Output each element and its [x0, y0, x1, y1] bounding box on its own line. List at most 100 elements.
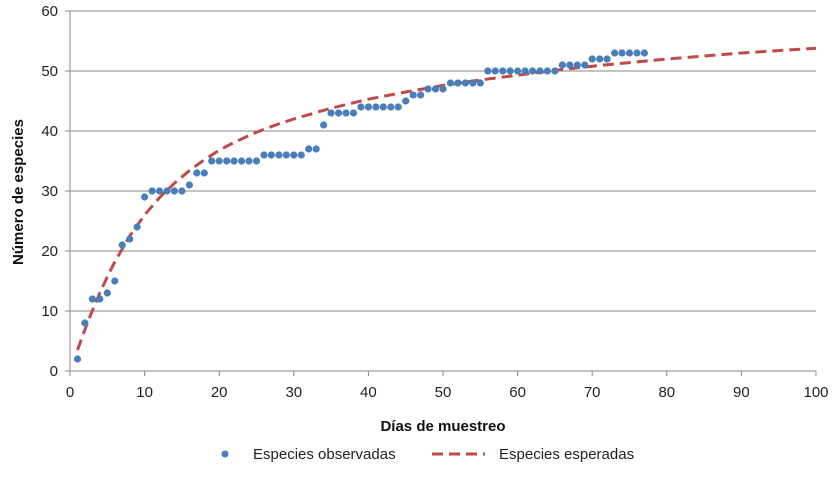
observed-points [73, 49, 649, 363]
y-tick-label: 50 [41, 63, 58, 80]
x-tick-label: 30 [285, 384, 302, 401]
observed-point [603, 55, 611, 63]
expected-species-line [76, 46, 817, 351]
x-tick-label: 20 [211, 384, 228, 401]
legend-label-observed: Especies observadas [253, 446, 396, 463]
y-tick-label: 10 [41, 303, 58, 320]
tick-labels: 0 10 20 30 40 50 60 0 10 20 30 40 50 60 70 80 90 100 [41, 3, 828, 401]
observed-point [514, 67, 522, 75]
observed-point [118, 241, 126, 249]
observed-point [409, 91, 417, 99]
observed-point [238, 157, 246, 165]
observed-point [528, 67, 537, 75]
observed-point [491, 67, 499, 75]
axes [65, 10, 817, 376]
observed-point [625, 49, 634, 57]
y-tick-label: 20 [41, 243, 58, 260]
observed-point [536, 67, 544, 75]
x-tick-label: 40 [360, 384, 377, 401]
observed-point [588, 55, 596, 63]
observed-point [163, 187, 171, 195]
observed-point [357, 103, 365, 111]
observed-point [611, 49, 619, 57]
observed-point [200, 169, 208, 177]
observed-point [558, 61, 567, 69]
observed-point [327, 109, 335, 117]
observed-point [573, 61, 581, 69]
observed-point [618, 49, 626, 57]
observed-point [215, 157, 223, 165]
observed-point [379, 103, 387, 111]
observed-point [454, 79, 462, 87]
observed-point [349, 109, 358, 117]
y-tick-label: 40 [41, 123, 58, 140]
observed-point [223, 157, 231, 165]
observed-point [581, 61, 589, 69]
observed-point [320, 121, 328, 129]
observed-point [633, 49, 641, 57]
legend-label-expected: Especies esperadas [499, 446, 634, 463]
observed-point [245, 157, 253, 165]
y-tick-label: 30 [41, 183, 58, 200]
expected-curve [76, 46, 817, 351]
observed-point [499, 67, 507, 75]
observed-point [372, 103, 380, 111]
observed-point [476, 79, 484, 87]
observed-point [446, 79, 455, 87]
x-tick-label: 0 [66, 384, 74, 401]
observed-point [387, 103, 395, 111]
observed-point [267, 151, 275, 159]
x-tick-label: 10 [136, 384, 153, 401]
observed-point [335, 109, 343, 117]
observed-point [305, 145, 313, 153]
x-tick-label: 60 [509, 384, 526, 401]
observed-point [282, 151, 290, 159]
observed-point [133, 223, 141, 231]
observed-point [461, 79, 469, 87]
x-axis-title: Días de muestreo [380, 418, 505, 435]
observed-point [155, 187, 164, 195]
observed-point [342, 109, 350, 117]
observed-point [275, 151, 283, 159]
observed-point [260, 151, 268, 159]
legend: Especies observadas Especies esperadas [221, 446, 634, 463]
x-tick-label: 70 [584, 384, 601, 401]
observed-point [640, 49, 649, 57]
observed-point [290, 151, 298, 159]
observed-point [252, 157, 261, 165]
observed-point [469, 79, 477, 87]
observed-point [178, 187, 186, 195]
observed-point [551, 67, 559, 75]
gridlines [70, 10, 816, 312]
observed-point [394, 103, 402, 111]
y-tick-label: 0 [50, 363, 58, 380]
observed-point [111, 277, 119, 285]
observed-point [521, 67, 529, 75]
observed-point [126, 235, 134, 243]
observed-point [566, 61, 574, 69]
x-tick-label: 80 [658, 384, 675, 401]
observed-point [103, 289, 111, 297]
x-tick-label: 90 [733, 384, 750, 401]
observed-point [73, 355, 82, 363]
observed-point [88, 295, 96, 303]
observed-point [193, 169, 201, 177]
observed-point [543, 67, 552, 75]
observed-point [141, 193, 149, 201]
legend-marker-observed [221, 450, 229, 458]
observed-point [417, 91, 425, 99]
observed-point [506, 67, 514, 75]
y-axis-title: Número de especies [10, 119, 27, 265]
observed-point [208, 157, 216, 165]
observed-point [439, 85, 447, 93]
observed-point [81, 319, 89, 327]
x-tick-label: 100 [803, 384, 828, 401]
observed-point [402, 97, 410, 105]
observed-point [596, 55, 604, 63]
observed-point [297, 151, 305, 159]
observed-point [185, 181, 193, 189]
y-tick-label: 60 [41, 3, 58, 20]
observed-point [424, 85, 432, 93]
observed-point [170, 187, 178, 195]
